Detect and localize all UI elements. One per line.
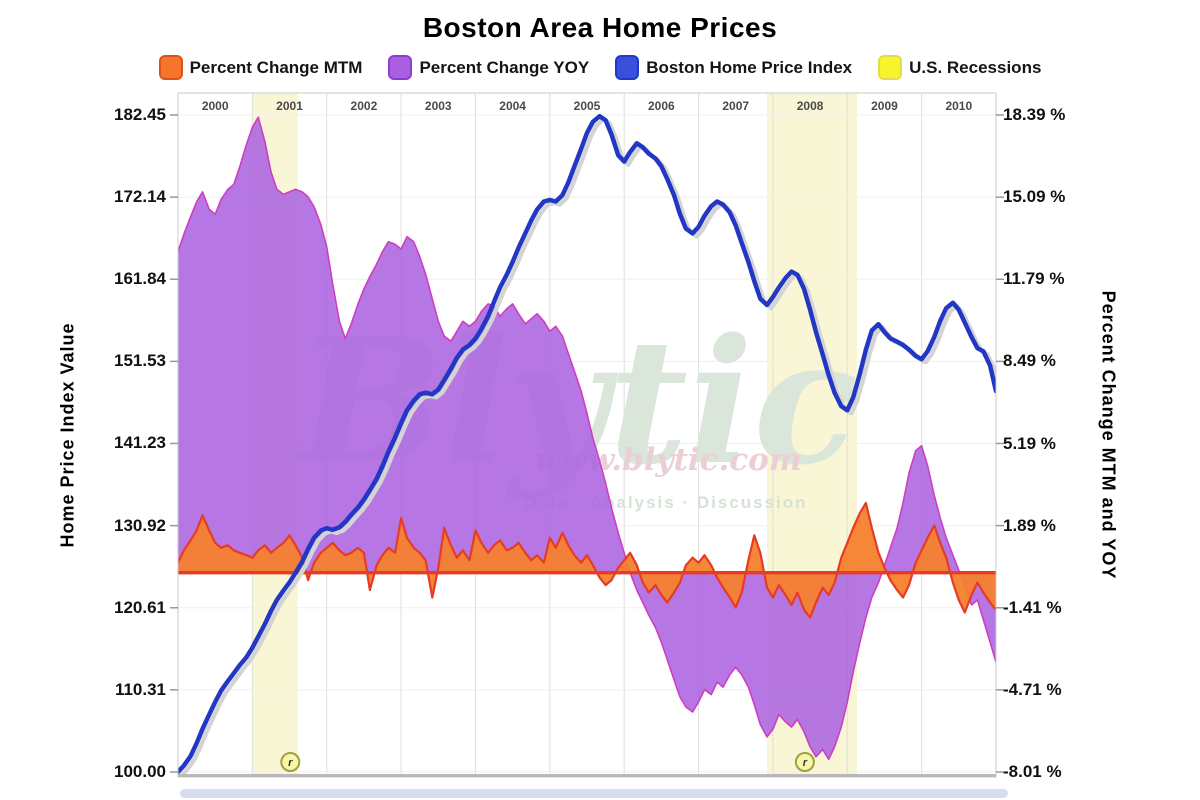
series-yoy-area: [178, 117, 996, 760]
series-yoy-border: [178, 116, 996, 761]
legend-item-yoy[interactable]: Percent Change YOY: [388, 55, 589, 80]
year-label: 2001: [276, 99, 303, 113]
right-axis-tick-label: -4.71 %: [1003, 679, 1062, 699]
hpi-line-shadow: [179, 116, 996, 777]
recession-marker[interactable]: r: [794, 752, 815, 772]
year-label: 2007: [722, 99, 750, 113]
left-axis-tick-label: 130.92: [114, 515, 166, 535]
series-mtm-border: [178, 501, 996, 619]
left-axis-title: Home Price Index Value: [57, 322, 78, 548]
legend-item-label: Percent Change MTM: [189, 57, 363, 77]
year-label: 2010: [945, 99, 973, 113]
right-axis-tick-label: 1.89 %: [1003, 515, 1056, 535]
right-axis-tick-label: 8.49 %: [1003, 351, 1056, 371]
legend-item-label: U.S. Recessions: [909, 57, 1042, 77]
left-axis-tick-label: 100.00: [114, 762, 166, 781]
right-axis-tick-label: -8.01 %: [1003, 761, 1062, 781]
left-axis-tick-label: 151.53: [114, 351, 166, 371]
legend-swatch-icon: [878, 55, 903, 80]
recession-marker-label: r: [288, 757, 293, 769]
legend-swatch-icon: [158, 55, 183, 80]
legend-item-label: Boston Home Price Index: [646, 57, 853, 77]
left-axis-tick-label: 141.23: [114, 433, 166, 453]
range-scrollbar[interactable]: [180, 789, 1008, 798]
chart-title: Boston Area Home Prices: [422, 12, 778, 43]
year-label: 2009: [871, 99, 898, 113]
recession-marker-label: r: [803, 757, 808, 769]
year-label: 2002: [350, 99, 378, 113]
right-axis-tick-label: 15.09 %: [1003, 187, 1066, 207]
right-axis-title: Percent Change MTM and YOY: [1098, 290, 1119, 580]
series-hpi-line: [178, 113, 996, 775]
legend-swatch-icon: [388, 55, 413, 80]
year-label: 2005: [573, 99, 601, 113]
legend-swatch-icon: [615, 55, 640, 80]
year-label: 2003: [424, 99, 452, 113]
left-axis-tick-label: 120.61: [114, 597, 166, 617]
legend: Percent Change MTM Percent Change YOY Bost…: [0, 55, 1200, 80]
legend-item-mtm[interactable]: Percent Change MTM: [158, 55, 363, 80]
year-label: 2000: [201, 99, 229, 113]
recession-marker-circle: [794, 752, 815, 772]
right-axis-tick-label: 5.19 %: [1003, 433, 1056, 453]
right-axis-tick-label: 18.39 %: [1003, 105, 1066, 124]
left-axis-tick-label: 172.14: [114, 187, 166, 207]
left-axis-tick-label: 161.84: [114, 269, 166, 289]
left-axis-tick-label: 182.45: [114, 105, 166, 124]
left-axis-tick-label: 110.31: [114, 679, 166, 699]
recession-marker-circle: [280, 752, 301, 772]
legend-item-label: Percent Change YOY: [419, 57, 590, 77]
year-label: 2004: [499, 99, 526, 113]
legend-item-hpi[interactable]: Boston Home Price Index: [615, 55, 852, 80]
year-label: 2006: [648, 99, 675, 113]
right-axis-tick-label: -1.41 %: [1003, 597, 1062, 617]
right-axis-tick-label: 11.79 %: [1003, 269, 1065, 289]
legend-item-recessions[interactable]: U.S. Recessions: [878, 55, 1041, 80]
recession-marker[interactable]: r: [280, 752, 301, 772]
series-mtm-area: [178, 503, 996, 618]
year-label: 2008: [796, 99, 824, 113]
